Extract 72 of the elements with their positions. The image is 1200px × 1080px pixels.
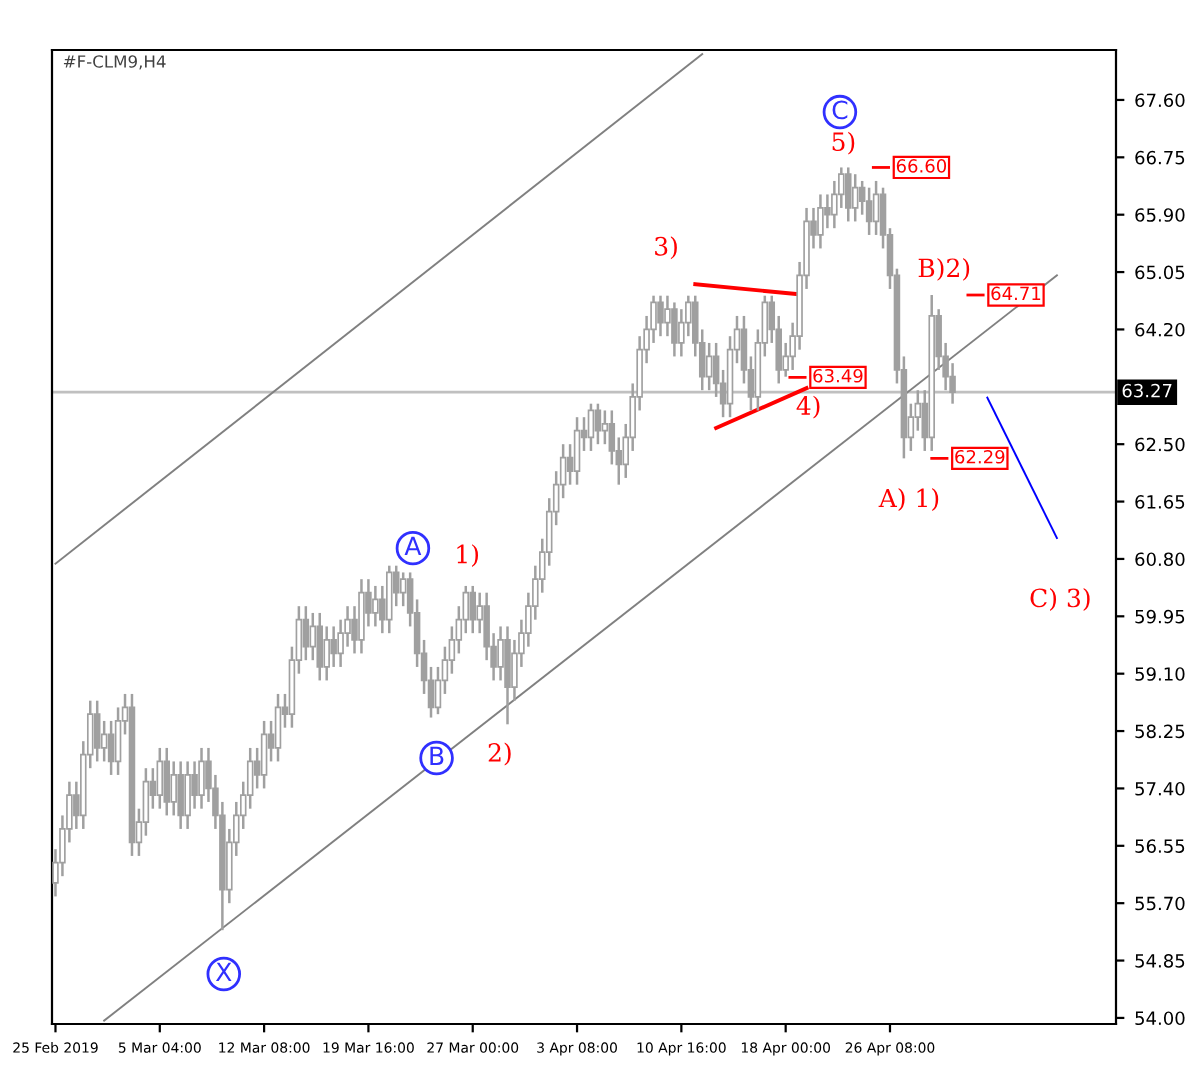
annotation: 66.60 [896,159,947,173]
chart-title: #F-CLM9,H4 [63,55,166,70]
annotation: B)2) [918,257,970,281]
y-tick-label: 67.60 [1135,93,1185,108]
candlestick [851,172,859,223]
candlestick [469,584,477,635]
annotation: 62.29 [955,449,1005,464]
y-tick-label: 56.55 [1135,839,1185,853]
annotation: 1) [457,544,479,568]
candlestick [573,415,581,486]
candlestick [170,760,177,817]
candlestick [657,294,664,338]
y-tick-label: 61.65 [1135,495,1185,509]
annotation: C) 3) [1030,588,1090,611]
annotation: 5) [832,131,855,155]
candlestick [594,402,602,446]
candlestick [587,402,595,453]
annotation: A [404,536,422,556]
annotation: A) 1) [878,488,939,512]
annotation: 63.49 [813,368,863,383]
candlestick [309,611,317,662]
candlestick [399,571,407,608]
candlestick [330,625,337,669]
y-tick-label: 54.85 [1135,954,1185,968]
annotation: 64.71 [991,286,1041,301]
ref-line-label: 63.27 [1122,383,1172,398]
candlestick [100,719,108,763]
candlestick [107,719,115,777]
candlestick [824,193,831,230]
candlestick [163,746,171,817]
candlestick [198,746,205,810]
candlestick [664,294,671,338]
annotation: 4) [796,395,820,419]
candlestick [817,193,824,250]
y-tick-label: 65.90 [1135,208,1185,222]
y-tick-label: 60.80 [1135,552,1185,567]
candlestick [372,584,379,628]
y-tick-label: 57.40 [1135,781,1185,796]
candlestick [323,625,330,682]
candlestick [844,166,852,223]
y-tick-label: 59.10 [1135,667,1185,681]
annotation: X [215,962,232,981]
annotation: 3) [655,236,677,260]
candlestick [260,719,268,790]
candlestick [865,186,873,237]
candlestick [184,760,191,831]
candlestick [302,604,310,662]
annotation: C [832,100,848,120]
candlestick [93,699,101,763]
y-tick-label: 65.05 [1135,265,1185,280]
y-tick-label: 64.20 [1135,322,1185,337]
candlestick [601,409,609,446]
candlestick [191,760,198,810]
candlestick [504,625,511,726]
candlestick [156,746,164,810]
candlestick [316,611,324,682]
candlestick [177,760,184,831]
candlestick [497,625,504,682]
y-tick-label: 55.70 [1135,896,1185,911]
candlestick [386,564,393,635]
y-tick-label: 59.95 [1135,609,1185,624]
y-tick-label: 58.25 [1135,724,1185,739]
candlestick [358,577,365,655]
y-tick-label: 66.75 [1135,150,1185,165]
y-tick-label: 62.50 [1135,437,1185,452]
candlestick [705,341,713,392]
y-tick-label: 54.00 [1135,1011,1185,1026]
annotation: B [430,746,444,765]
candlestick [274,692,282,763]
candlestick [671,301,678,358]
annotation: 2) [488,742,511,766]
candlestick [872,179,880,237]
